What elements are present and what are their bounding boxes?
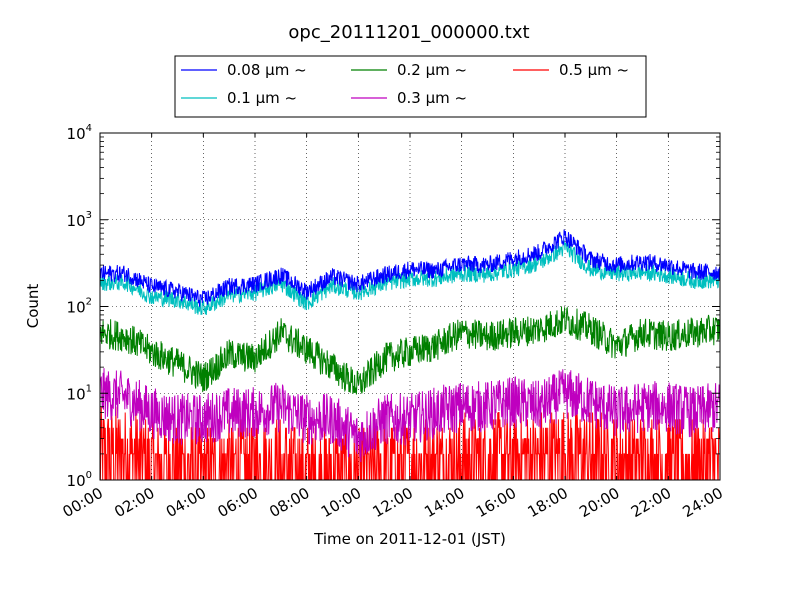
series-line-3: [99, 368, 721, 463]
legend-label-0: 0.08 μm ~: [227, 61, 307, 79]
series-line-2: [99, 306, 721, 395]
legend: 0.08 μm ~ 0.1 μm ~ 0.2 μm ~ 0.3 μm ~ 0.5 μm …: [174, 55, 647, 118]
legend-label-3: 0.3 μm ~: [397, 89, 467, 107]
x-axis-label: Time on 2011-12-01 (JST): [313, 530, 506, 548]
series-line-0: [99, 229, 721, 307]
y-tick-exponent: 0: [86, 470, 92, 481]
y-tick-exponent: 4: [86, 123, 92, 134]
legend-box: [174, 55, 647, 118]
y-tick-exponent: 2: [86, 297, 92, 308]
legend-label-2: 0.2 μm ~: [397, 61, 467, 79]
grid: [100, 133, 720, 480]
y-axis-label: Count: [24, 284, 42, 329]
chart-title: opc_20111201_000000.txt: [288, 22, 529, 43]
legend-label-4: 0.5 μm ~: [559, 61, 629, 79]
y-tick-exponent: 1: [86, 383, 92, 394]
legend-label-1: 0.1 μm ~: [227, 89, 297, 107]
y-tick-exponent: 3: [86, 210, 92, 221]
